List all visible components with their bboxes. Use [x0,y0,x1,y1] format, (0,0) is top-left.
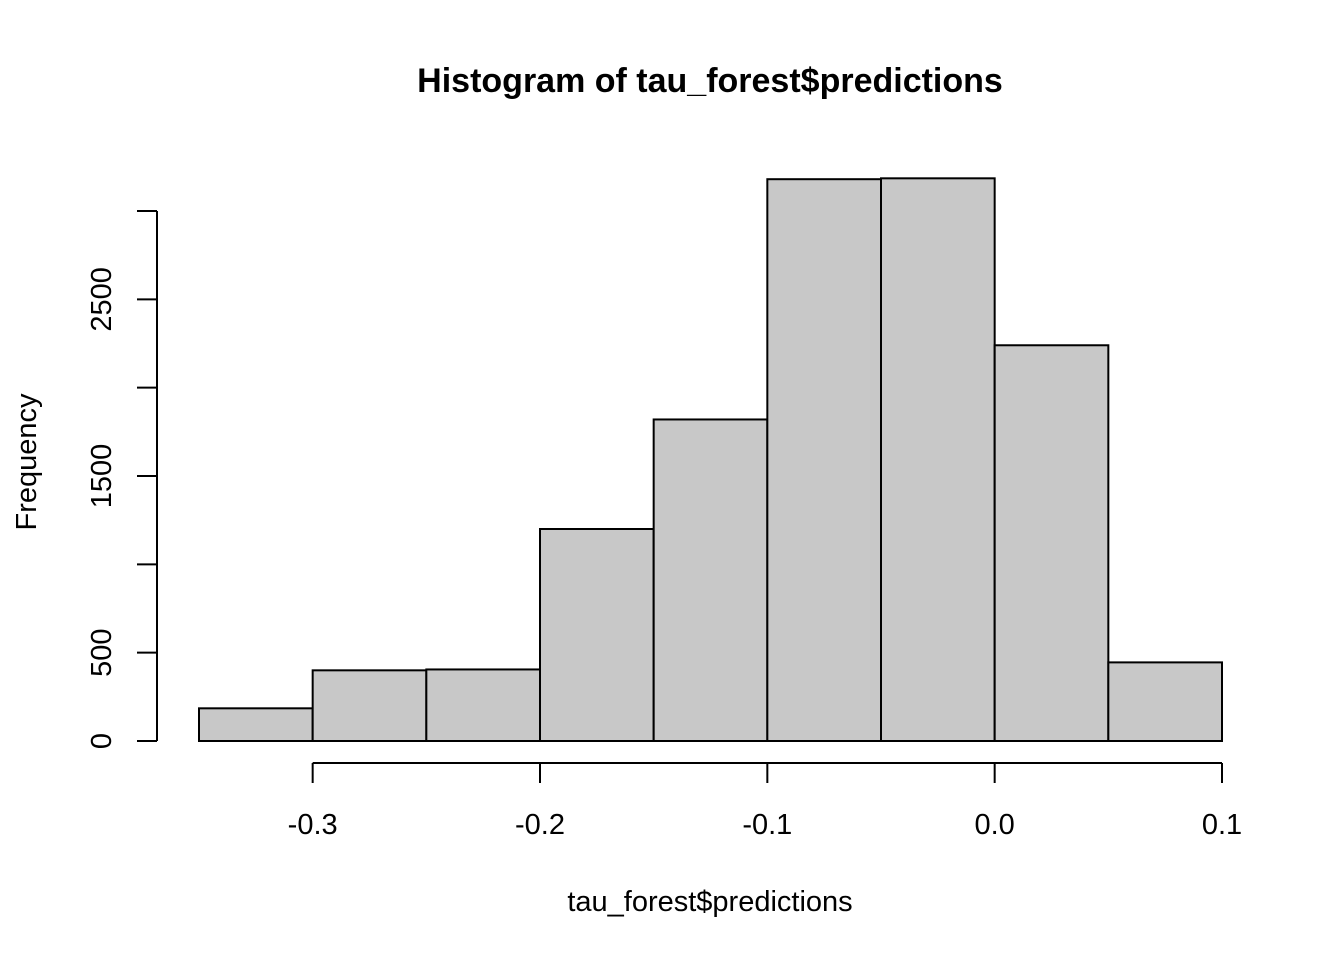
histogram-bar [311,669,428,742]
histogram-bar [993,344,1110,742]
histogram-bar [1107,661,1224,743]
y-axis-label: Frequency [11,393,43,531]
y-tick-label: 2500 [86,267,118,332]
histogram-bar [198,707,314,742]
x-tick-label: -0.2 [515,809,565,841]
y-tick-label: 1500 [86,444,118,509]
x-tick-label: 0.0 [975,809,1015,841]
x-tick-label: -0.3 [288,809,338,841]
y-tick-label: 500 [86,628,118,676]
histogram-bar [766,178,882,742]
x-axis-label: tau_forest$predictions [567,886,852,918]
x-tick-label: -0.1 [742,809,792,841]
y-axis: 0 500 1500 2500 [86,210,158,749]
x-axis: -0.3 -0.2 -0.1 0.0 0.1 [288,762,1242,841]
histogram-bar [880,177,996,743]
x-tick-label: 0.1 [1202,809,1242,841]
chart-title: Histogram of tau_forest$predictions [417,62,1003,100]
histogram-bar [652,418,769,742]
histogram-bar [425,668,542,743]
histogram-bar [539,528,655,742]
y-tick-label: 0 [86,733,118,749]
bars-group [198,177,1224,743]
